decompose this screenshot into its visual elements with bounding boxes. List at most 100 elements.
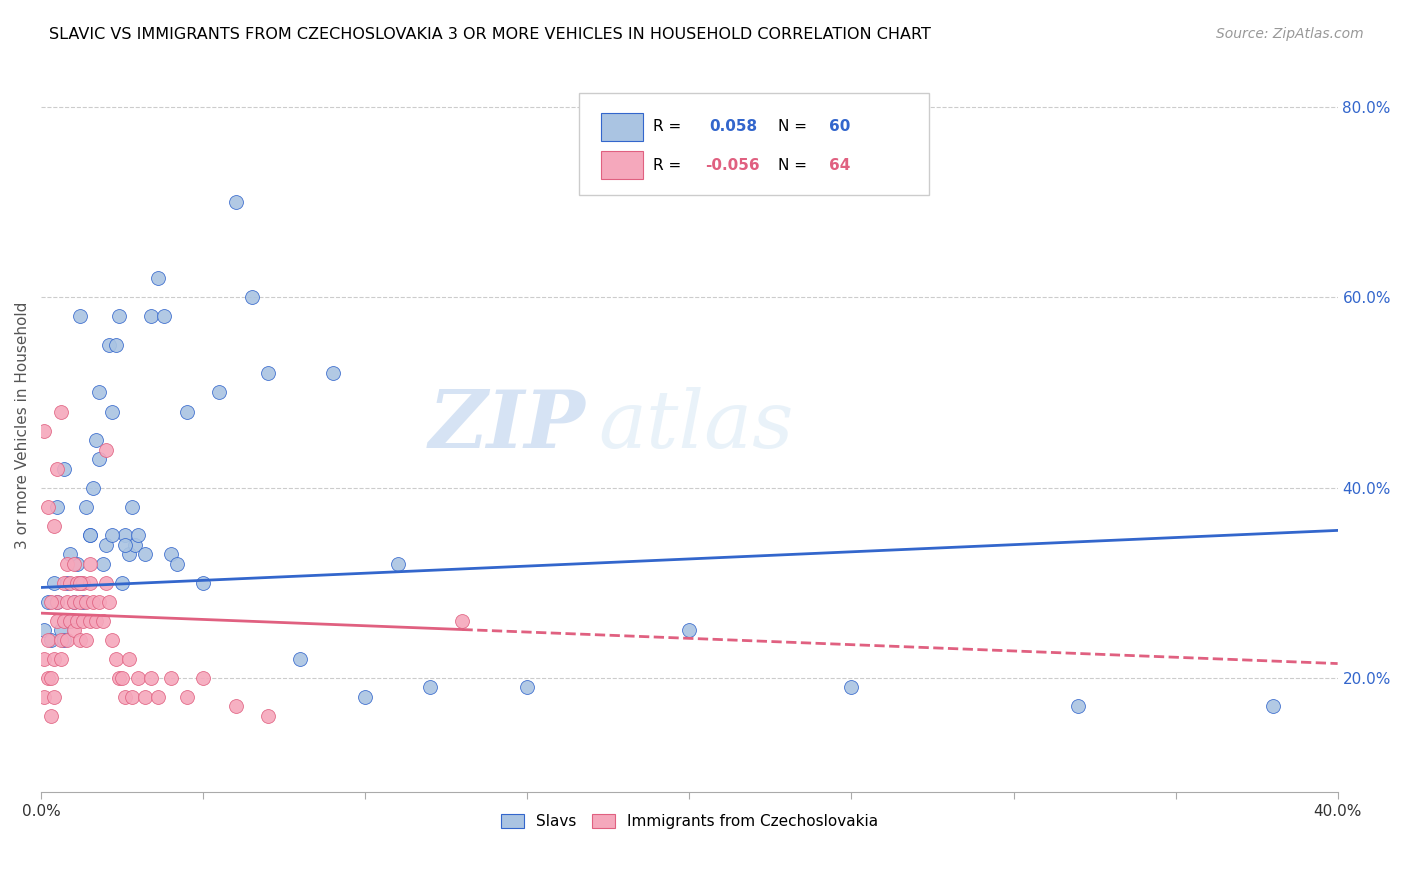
Point [127, 671, 149, 685]
Point [46, 500, 69, 514]
Point [49, 624, 72, 638]
Point [290, 652, 312, 666]
Point [34, 690, 56, 704]
Point [49, 632, 72, 647]
Point [354, 690, 377, 704]
Point [76, 595, 98, 609]
Point [37, 500, 59, 514]
Point [79, 557, 101, 571]
Point [69, 595, 91, 609]
Point [108, 671, 131, 685]
Point [146, 271, 169, 285]
Point [134, 547, 156, 561]
Text: R =: R = [652, 120, 686, 135]
Point [193, 671, 215, 685]
Point [89, 452, 111, 467]
Point [59, 547, 82, 561]
Point [94, 575, 117, 590]
Point [82, 481, 104, 495]
Point [46, 614, 69, 628]
Text: atlas: atlas [599, 387, 794, 465]
Point [39, 632, 62, 647]
Point [39, 595, 62, 609]
Point [69, 575, 91, 590]
Point [159, 671, 181, 685]
Legend: Slavs, Immigrants from Czechoslovakia: Slavs, Immigrants from Czechoslovakia [495, 808, 884, 836]
Point [34, 424, 56, 438]
Point [37, 671, 59, 685]
Point [37, 632, 59, 647]
Point [159, 547, 181, 561]
Point [94, 442, 117, 457]
Point [451, 614, 474, 628]
Point [208, 385, 231, 400]
Point [240, 290, 263, 304]
FancyBboxPatch shape [579, 93, 929, 195]
Point [121, 500, 143, 514]
Point [176, 404, 198, 418]
Point [79, 528, 101, 542]
Point [84, 614, 107, 628]
Text: N =: N = [778, 158, 811, 172]
Point [678, 624, 700, 638]
Point [121, 690, 143, 704]
Point [193, 575, 215, 590]
Point [79, 575, 101, 590]
Point [62, 595, 84, 609]
Point [101, 632, 124, 647]
Point [117, 652, 139, 666]
Point [101, 404, 124, 418]
Point [153, 310, 176, 324]
Point [91, 557, 114, 571]
Point [52, 632, 75, 647]
Point [76, 632, 98, 647]
Point [42, 690, 65, 704]
Point [124, 538, 146, 552]
Bar [602, 113, 643, 141]
Point [516, 681, 538, 695]
Text: Source: ZipAtlas.com: Source: ZipAtlas.com [1216, 27, 1364, 41]
Point [91, 614, 114, 628]
Point [72, 595, 94, 609]
Point [111, 575, 134, 590]
Point [46, 595, 69, 609]
Text: 60: 60 [830, 120, 851, 135]
Point [89, 595, 111, 609]
Point [127, 528, 149, 542]
Point [89, 385, 111, 400]
Text: 0.058: 0.058 [709, 120, 756, 135]
Text: N =: N = [778, 120, 811, 135]
Point [1067, 699, 1090, 714]
Point [42, 575, 65, 590]
Point [66, 614, 89, 628]
Point [141, 310, 163, 324]
Point [257, 709, 280, 723]
Point [94, 538, 117, 552]
Point [34, 652, 56, 666]
Point [101, 528, 124, 542]
Point [66, 557, 89, 571]
Point [46, 595, 69, 609]
Point [114, 528, 136, 542]
Point [72, 575, 94, 590]
Point [146, 690, 169, 704]
Point [104, 652, 127, 666]
Point [34, 624, 56, 638]
Point [76, 500, 98, 514]
Point [387, 557, 409, 571]
Point [1261, 699, 1284, 714]
Point [59, 575, 82, 590]
Y-axis label: 3 or more Vehicles in Household: 3 or more Vehicles in Household [15, 302, 30, 549]
Point [62, 595, 84, 609]
Point [134, 690, 156, 704]
Point [98, 595, 121, 609]
Point [39, 709, 62, 723]
Point [114, 690, 136, 704]
Point [419, 681, 441, 695]
Point [257, 367, 280, 381]
Point [49, 404, 72, 418]
Point [46, 461, 69, 475]
Point [66, 575, 89, 590]
Point [79, 614, 101, 628]
Bar [602, 151, 643, 179]
